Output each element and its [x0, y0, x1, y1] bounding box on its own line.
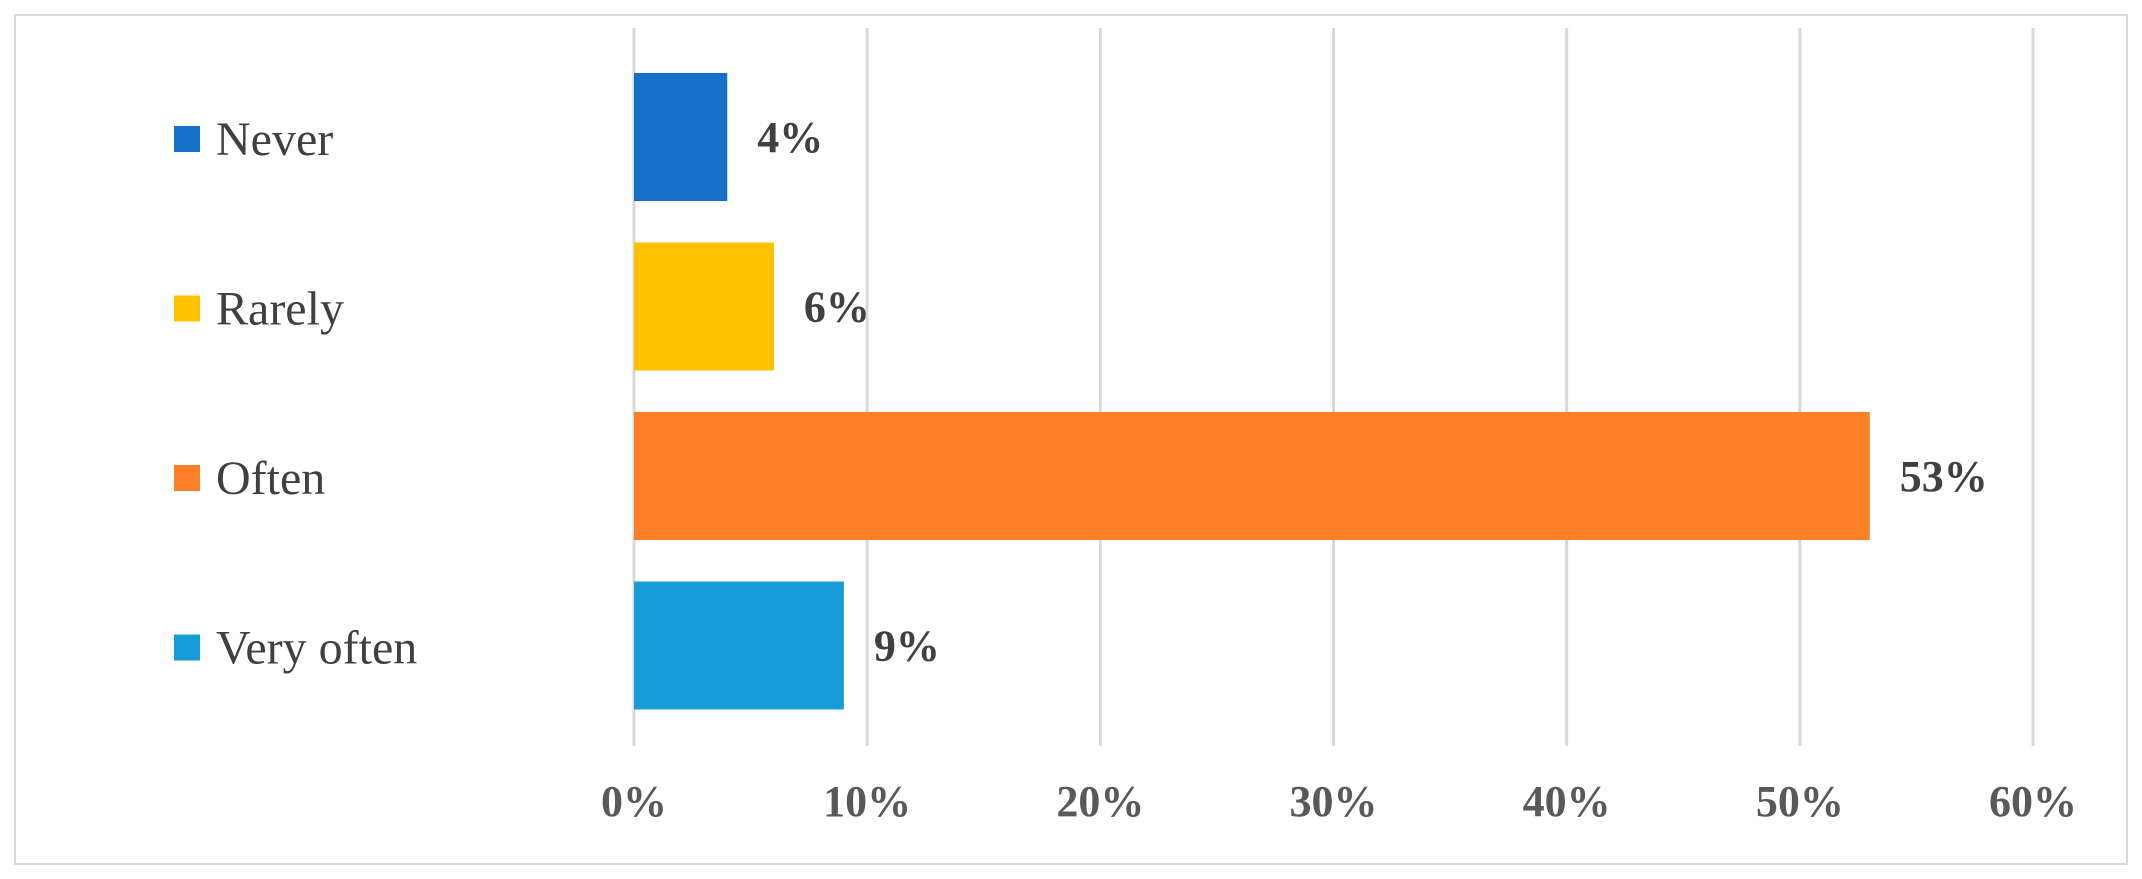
- data-label: 6%: [804, 283, 870, 332]
- gridlines: [632, 28, 2035, 746]
- x-tick-label: 50%: [1756, 777, 1844, 826]
- legend-label: Often: [216, 452, 325, 505]
- bars: [634, 73, 1870, 710]
- legend-label: Never: [216, 113, 333, 166]
- x-tick-label: 30%: [1290, 777, 1378, 826]
- legend-swatch: [174, 465, 200, 491]
- data-label: 4%: [757, 113, 823, 162]
- legend-label: Very often: [216, 622, 417, 675]
- legend-swatch: [174, 126, 200, 152]
- bar-often: [634, 412, 1870, 540]
- legend: Never Rarely Often Very often: [174, 113, 417, 675]
- x-axis-tick-labels: 0% 10% 20% 30% 40% 50% 60%: [601, 777, 2077, 826]
- chart-frame: 4% 6% 53% 9% 0% 10% 20% 30% 40% 50% 60% Never Rare…: [14, 14, 2128, 865]
- bar-never: [634, 73, 728, 201]
- legend-label: Rarely: [216, 283, 344, 336]
- data-labels: 4% 6% 53% 9%: [757, 113, 1988, 671]
- bar-rarely: [634, 242, 774, 371]
- legend-swatch: [174, 295, 200, 322]
- x-tick-label: 40%: [1523, 777, 1611, 826]
- data-label: 9%: [874, 622, 940, 671]
- x-tick-label: 20%: [1056, 777, 1144, 826]
- bar-very-often: [634, 581, 844, 710]
- legend-swatch: [174, 634, 200, 661]
- x-tick-label: 60%: [1989, 777, 2077, 826]
- x-tick-label: 10%: [823, 777, 911, 826]
- x-tick-label: 0%: [601, 777, 667, 826]
- bar-chart: 4% 6% 53% 9% 0% 10% 20% 30% 40% 50% 60% Never Rare…: [174, 28, 2077, 826]
- data-label: 53%: [1900, 452, 1988, 501]
